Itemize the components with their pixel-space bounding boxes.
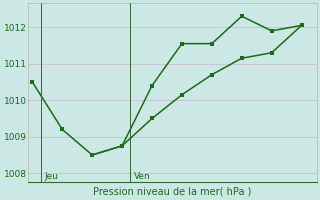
Text: Ven: Ven xyxy=(134,172,151,181)
Text: Jeu: Jeu xyxy=(44,172,58,181)
X-axis label: Pression niveau de la mer( hPa ): Pression niveau de la mer( hPa ) xyxy=(93,187,252,197)
